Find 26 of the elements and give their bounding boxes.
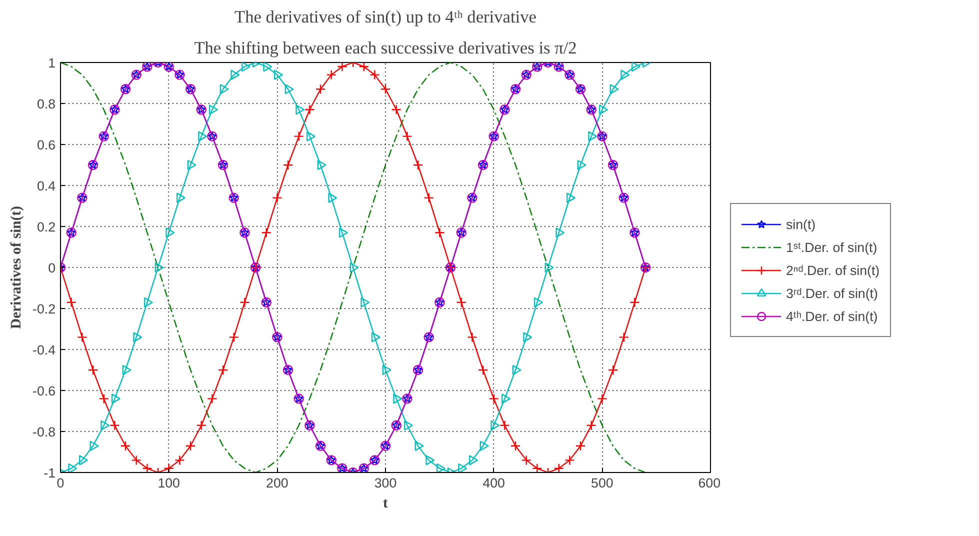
y-tick-label: 0.6 — [36, 138, 56, 152]
y-tick-label: -0.6 — [32, 384, 56, 398]
y-tick-label: -1 — [44, 466, 56, 480]
legend-label: sin(t) — [786, 216, 816, 232]
y-tick-label: 0 — [48, 260, 56, 276]
x-tick-label: 400 — [482, 476, 505, 490]
y-axis-title: Derivatives of sin(t) — [8, 206, 25, 329]
legend-label: 3ʳᵈ.Der. of sin(t) — [786, 286, 878, 300]
legend-label: 1ˢᵗ.Der. of sin(t) — [786, 240, 878, 254]
y-tick-label: -0.2 — [32, 302, 56, 316]
y-tick-label: 0.2 — [36, 220, 56, 234]
x-tick-label: 200 — [266, 476, 288, 490]
chart-subtitle: The shifting between each successive derivatives is π/2 — [194, 38, 577, 58]
x-tick-label: 500 — [591, 476, 614, 490]
y-tick-label: 1 — [48, 56, 56, 70]
y-tick-label: 0.4 — [36, 178, 56, 194]
y-tick-label: 0.8 — [36, 96, 56, 112]
x-tick-label: 600 — [698, 476, 721, 490]
legend-label: 2ⁿᵈ.Der. of sin(t) — [786, 262, 880, 278]
y-tick-label: -0.4 — [32, 342, 56, 358]
y-tick-label: -0.8 — [32, 424, 56, 440]
x-axis-title: t — [383, 496, 388, 512]
x-tick-label: 100 — [158, 476, 180, 490]
legend-label: 4ᵗʰ.Der. of sin(t) — [786, 308, 878, 324]
chart-title: The derivatives of sin(t) up to 4ᵗʰ derivative — [234, 8, 537, 26]
x-tick-label: 300 — [374, 476, 397, 490]
